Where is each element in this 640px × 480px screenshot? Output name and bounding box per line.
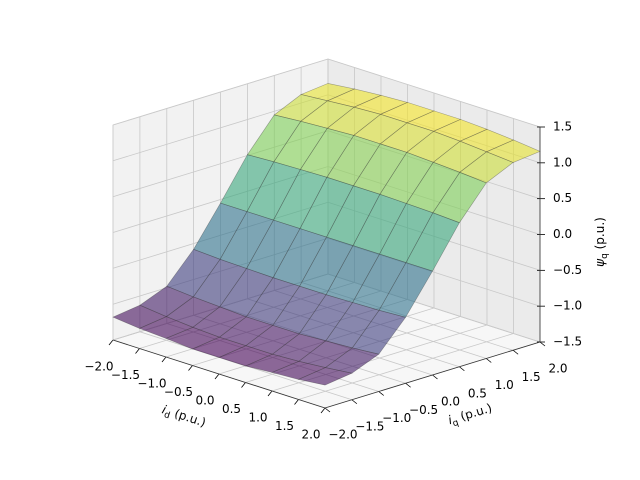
x-tick [320, 407, 326, 414]
y-tick [486, 358, 492, 363]
y-tick-label: −2.0 [328, 428, 357, 442]
y-tick [405, 382, 411, 388]
x-tick [214, 373, 220, 380]
y-tick-label: −1.0 [382, 411, 411, 425]
axis-line [112, 339, 541, 409]
y-tick-label: 0.0 [441, 395, 460, 409]
y-tick-label: −0.5 [409, 403, 438, 417]
z-tick-label: 0.0 [553, 227, 572, 241]
z-tick-label: −1.0 [553, 299, 582, 313]
x-tick [135, 348, 140, 354]
y-tick-label: 2.0 [548, 362, 567, 376]
z-tick-label: 0.5 [553, 191, 572, 205]
y-axis-label-main: i [446, 412, 454, 427]
x-tick-label: 1.5 [275, 419, 294, 433]
y-tick [539, 341, 546, 347]
y-tick [324, 407, 331, 413]
surface-patch [378, 262, 433, 318]
x-axis-label-unit: (p.u.) [173, 406, 208, 429]
x-tick [241, 382, 246, 388]
y-tick [512, 349, 519, 355]
y-tick-label: −1.5 [355, 419, 384, 433]
x-tick [267, 390, 273, 397]
x-tick-label: −1.5 [111, 368, 140, 382]
y-tick-label: 1.5 [522, 370, 541, 384]
z-tick-label: 1.5 [553, 120, 572, 134]
surface-patch [405, 212, 460, 272]
surface [112, 83, 541, 386]
z-tick-label: −1.5 [553, 335, 582, 349]
x-tick-label: 0.0 [195, 394, 214, 408]
grid-line [112, 58, 541, 128]
x-tick-label: 0.5 [222, 402, 241, 416]
x-tick [294, 399, 299, 405]
x-tick [108, 339, 114, 346]
y-tick [432, 374, 438, 380]
x-axis-label-sub: d [163, 410, 172, 421]
y-tick-label: 1.0 [495, 378, 514, 392]
x-tick-label: 1.0 [248, 411, 267, 425]
surface-patch [485, 139, 541, 163]
z-tick-label: 1.0 [553, 155, 572, 169]
z-tick-label: −0.5 [553, 263, 582, 277]
y-tick [459, 366, 465, 372]
x-tick-label: −1.0 [137, 377, 166, 391]
surface-patch [432, 171, 487, 224]
x-tick-label: 2.0 [301, 428, 320, 442]
z-axis-label-unit: (p.u.) [593, 217, 607, 249]
surface-patch [297, 367, 353, 386]
y-axis-label-unit: (p.u.) [459, 400, 494, 423]
x-tick-label: −0.5 [164, 385, 193, 399]
x-axis-label-main: i [161, 402, 169, 417]
y-axis-label-sub: q [451, 417, 459, 428]
x-tick [188, 365, 193, 371]
x-tick-label: −2.0 [84, 360, 113, 374]
y-tick-label: 0.5 [468, 386, 487, 400]
y-tick [378, 391, 384, 396]
y-tick [351, 399, 358, 405]
z-axis-label-sub: q [600, 253, 610, 259]
z-axis-label: ψq (p.u.) [593, 217, 610, 267]
z-axis-label-main: ψ [593, 258, 607, 267]
x-tick [161, 356, 167, 363]
